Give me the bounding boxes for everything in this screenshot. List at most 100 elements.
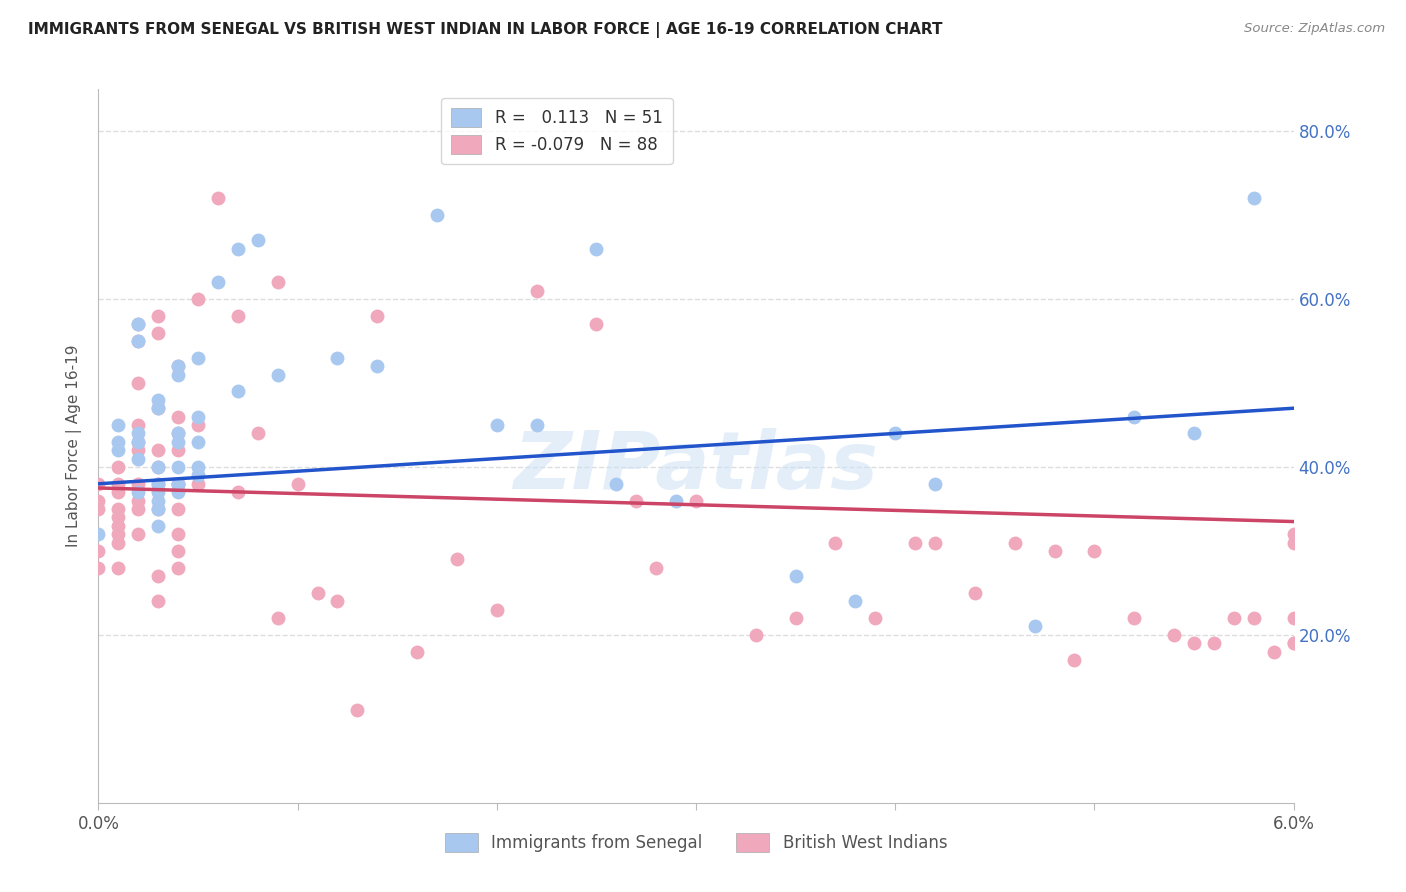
Point xyxy=(148,569,170,583)
Point xyxy=(148,594,170,608)
Point xyxy=(1282,636,1305,650)
Point xyxy=(326,594,349,608)
Point xyxy=(1243,191,1265,205)
Y-axis label: In Labor Force | Age 16-19: In Labor Force | Age 16-19 xyxy=(66,344,83,548)
Point xyxy=(148,518,170,533)
Point xyxy=(127,434,149,449)
Point xyxy=(267,368,290,382)
Point xyxy=(107,460,129,475)
Point xyxy=(167,476,190,491)
Point xyxy=(167,368,190,382)
Point xyxy=(87,476,110,491)
Point xyxy=(107,560,129,574)
Point xyxy=(148,460,170,475)
Point xyxy=(87,527,110,541)
Point xyxy=(127,443,149,458)
Point xyxy=(446,552,468,566)
Point xyxy=(167,502,190,516)
Point xyxy=(267,611,290,625)
Point xyxy=(1263,645,1285,659)
Point xyxy=(924,535,946,549)
Point xyxy=(287,476,309,491)
Point xyxy=(207,275,229,289)
Point xyxy=(127,318,149,332)
Point xyxy=(187,417,209,432)
Legend: Immigrants from Senegal, British West Indians: Immigrants from Senegal, British West In… xyxy=(439,826,953,859)
Point xyxy=(585,318,607,332)
Point xyxy=(485,603,508,617)
Point xyxy=(187,476,209,491)
Point xyxy=(326,351,349,365)
Point xyxy=(148,485,170,500)
Point xyxy=(148,309,170,323)
Point xyxy=(148,502,170,516)
Point xyxy=(1083,544,1105,558)
Point xyxy=(1163,628,1185,642)
Text: Source: ZipAtlas.com: Source: ZipAtlas.com xyxy=(1244,22,1385,36)
Point xyxy=(87,493,110,508)
Point xyxy=(107,434,129,449)
Point xyxy=(107,476,129,491)
Point xyxy=(307,586,329,600)
Text: ZIPatlas: ZIPatlas xyxy=(513,428,879,507)
Point xyxy=(207,191,229,205)
Point xyxy=(685,493,707,508)
Point xyxy=(127,527,149,541)
Point xyxy=(1024,619,1046,633)
Point xyxy=(187,292,209,306)
Point xyxy=(167,460,190,475)
Point xyxy=(665,493,688,508)
Point xyxy=(485,417,508,432)
Point xyxy=(1182,426,1205,441)
Point xyxy=(148,476,170,491)
Point xyxy=(107,417,129,432)
Point xyxy=(884,426,907,441)
Point xyxy=(785,569,807,583)
Point xyxy=(127,376,149,390)
Point xyxy=(1282,527,1305,541)
Point xyxy=(148,502,170,516)
Point xyxy=(107,535,129,549)
Point xyxy=(366,359,388,374)
Point xyxy=(167,544,190,558)
Point xyxy=(127,426,149,441)
Point xyxy=(406,645,429,659)
Point xyxy=(426,208,449,222)
Point xyxy=(127,334,149,348)
Point xyxy=(187,460,209,475)
Point xyxy=(127,502,149,516)
Point xyxy=(107,510,129,524)
Point xyxy=(167,560,190,574)
Point xyxy=(167,409,190,424)
Point xyxy=(107,527,129,541)
Point xyxy=(127,318,149,332)
Point xyxy=(167,443,190,458)
Point xyxy=(167,359,190,374)
Point xyxy=(87,560,110,574)
Point xyxy=(127,476,149,491)
Point xyxy=(246,426,269,441)
Point xyxy=(1223,611,1246,625)
Point xyxy=(745,628,768,642)
Point xyxy=(148,326,170,340)
Point xyxy=(366,309,388,323)
Point xyxy=(585,242,607,256)
Point xyxy=(904,535,927,549)
Point xyxy=(127,434,149,449)
Point xyxy=(107,485,129,500)
Point xyxy=(107,518,129,533)
Point xyxy=(148,392,170,407)
Point xyxy=(107,502,129,516)
Point xyxy=(267,275,290,289)
Point xyxy=(148,401,170,416)
Point xyxy=(167,426,190,441)
Point xyxy=(226,309,249,323)
Point xyxy=(1123,409,1146,424)
Point xyxy=(127,485,149,500)
Point xyxy=(1282,636,1305,650)
Point xyxy=(127,417,149,432)
Point xyxy=(645,560,668,574)
Point xyxy=(246,233,269,247)
Point xyxy=(107,443,129,458)
Point xyxy=(226,384,249,399)
